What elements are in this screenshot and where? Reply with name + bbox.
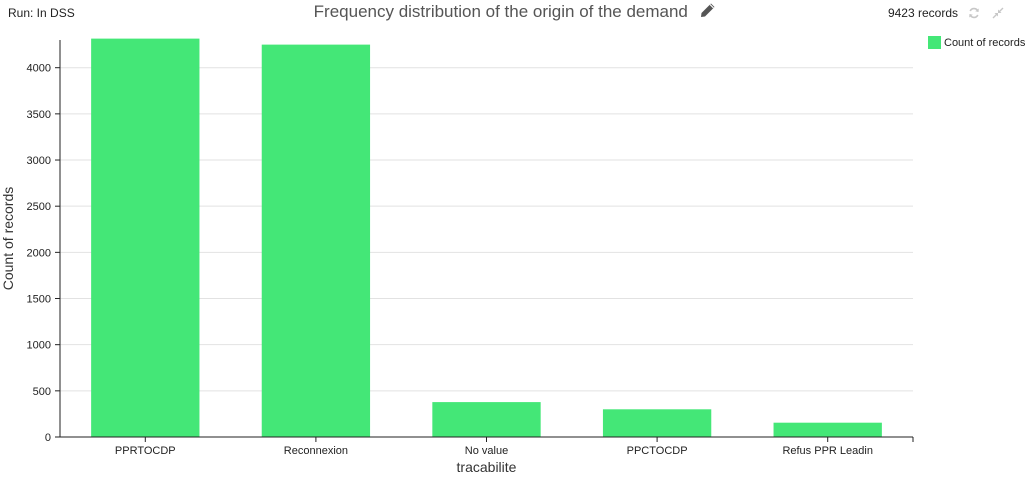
bar-no-value[interactable] <box>432 402 541 437</box>
x-tick-label: Reconnexion <box>284 445 348 457</box>
y-tick-label: 0 <box>45 432 51 444</box>
y-tick-label: 1000 <box>27 340 51 352</box>
bar-reconnexion[interactable] <box>261 44 371 438</box>
y-tick-label: 1500 <box>27 294 51 306</box>
y-tick-label: 3500 <box>27 109 51 121</box>
y-tick-label: 3000 <box>27 155 51 167</box>
legend-item-count-of-records[interactable]: Count of records <box>928 36 1025 49</box>
pencil-icon[interactable] <box>700 2 716 23</box>
legend-label: Count of records <box>944 36 1026 49</box>
y-axis-title: Count of records <box>0 187 16 291</box>
chart-title: Frequency distribution of the origin of … <box>313 2 688 21</box>
x-tick-label: Refus PPR Leadin <box>782 445 873 457</box>
x-tick-label: PPRTOCDP <box>115 445 176 457</box>
shrink-icon[interactable] <box>992 6 1004 24</box>
bar-ppctocdp[interactable] <box>602 409 712 437</box>
record-count: 9423 records <box>887 6 958 20</box>
bar-refus-ppr-leadin[interactable] <box>773 422 882 437</box>
y-tick-label: 4000 <box>27 63 51 75</box>
x-tick-label: PPCTOCDP <box>627 445 688 457</box>
x-axis-title: tracabilite <box>457 459 517 475</box>
y-tick-label: 2000 <box>27 247 51 259</box>
legend-swatch <box>928 36 941 49</box>
bar-pprtocdp[interactable] <box>91 38 200 438</box>
chart-title-bar: Frequency distribution of the origin of … <box>0 2 1030 23</box>
y-tick-label: 500 <box>33 386 51 398</box>
x-tick-label: No value <box>465 445 508 457</box>
y-tick-label: 2500 <box>27 201 51 213</box>
run-label: Run: In DSS <box>8 6 75 20</box>
refresh-icon[interactable] <box>968 6 980 24</box>
